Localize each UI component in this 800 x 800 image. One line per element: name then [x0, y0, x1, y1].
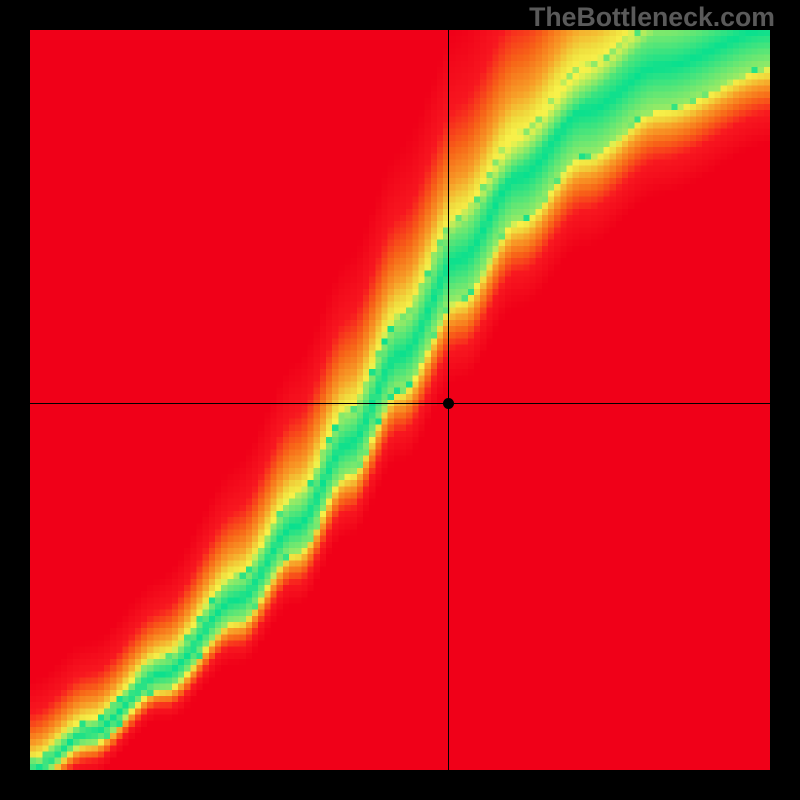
- config-marker-dot: [443, 398, 454, 409]
- bottleneck-heatmap: [30, 30, 770, 770]
- chart-container: TheBottleneck.com: [0, 0, 800, 800]
- crosshair-horizontal: [30, 403, 770, 404]
- watermark-text: TheBottleneck.com: [529, 2, 775, 33]
